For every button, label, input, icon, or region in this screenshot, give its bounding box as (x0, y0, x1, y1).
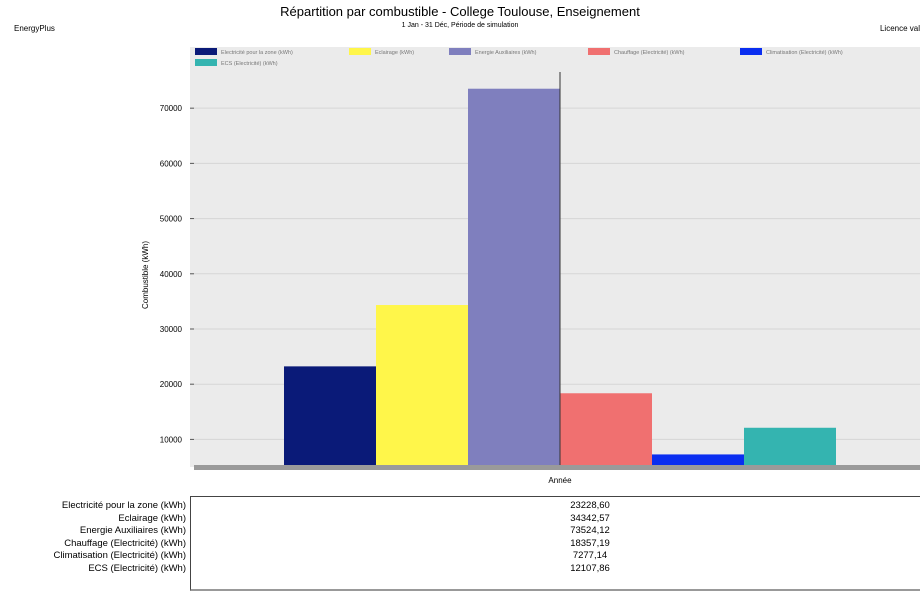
row-value: 34342,57 (570, 512, 610, 524)
values-table-frame (190, 496, 920, 591)
row-label: Electricité pour la zone (kWh) (61, 500, 186, 511)
chart-title: Répartition par combustible - College To… (280, 4, 640, 19)
row-label: Chauffage (Electricité) (kWh) (64, 537, 186, 549)
row-value: 7277,14 (572, 550, 608, 561)
row-value: 73524,12 (570, 525, 610, 536)
legend-swatch (195, 48, 217, 55)
legend-label: Energie Auxiliaires (kWh) (475, 50, 537, 56)
legend-label: ECS (Electricité) (kWh) (221, 61, 278, 67)
row-label: Eclairage (kWh) (118, 512, 186, 524)
legend-swatch (740, 48, 762, 55)
legend-swatch (349, 48, 371, 55)
table-row: Eclairage (kWh) 34342,57 (0, 513, 920, 524)
legend-label: Eclairage (kWh) (375, 50, 414, 56)
row-label: Energie Auxiliaires (kWh) (79, 525, 186, 536)
license-text: Licence val (879, 24, 920, 33)
bar (744, 427, 836, 467)
legend-swatch (449, 48, 471, 55)
y-tick-label: 60000 (160, 159, 183, 168)
legend: Electricité pour la zone (kWh) Eclairage … (195, 48, 843, 67)
legend-label: Climatisation (Electricité) (kWh) (766, 50, 843, 56)
row-label: Climatisation (Electricité) (kWh) (53, 550, 187, 561)
legend-swatch (195, 59, 217, 66)
legend-label: Chauffage (Electricité) (kWh) (614, 50, 685, 56)
legend-swatch (588, 48, 610, 55)
table-row: Climatisation (Electricité) (kWh) 7277,14 (0, 550, 920, 561)
table-row: Energie Auxiliaires (kWh) 73524,12 (0, 525, 920, 536)
y-tick-label: 10000 (160, 435, 183, 444)
table-row: ECS (Electricité) (kWh) 12107,86 (0, 563, 920, 574)
bar-layer (284, 88, 836, 467)
y-axis-label: Combustible (kWh) (141, 241, 150, 309)
y-tick-label: 20000 (160, 380, 183, 389)
y-tick-label: 30000 (160, 325, 183, 334)
bar (468, 88, 560, 467)
x-axis-label: Année (548, 476, 572, 485)
table-row: Electricité pour la zone (kWh) 23228,60 (0, 500, 920, 511)
chart-subtitle: 1 Jan - 31 Déc, Période de simulation (401, 22, 519, 29)
bar (284, 366, 376, 467)
y-tick-label: 70000 (160, 104, 183, 113)
row-label: ECS (Electricité) (kWh) (88, 562, 186, 574)
app-name: EnergyPlus (14, 24, 55, 33)
y-tick-label: 50000 (160, 215, 183, 224)
row-value: 23228,60 (570, 500, 610, 511)
bar (652, 454, 744, 467)
chart-canvas: 10000 20000 30000 40000 50000 60000 70000 Elec… (141, 47, 920, 485)
bar (376, 305, 468, 467)
x-axis-band (194, 465, 920, 470)
table-row: Chauffage (Electricité) (kWh) 18357,19 (0, 538, 920, 549)
y-tick-label: 40000 (160, 270, 183, 279)
tick-layer: 10000 20000 30000 40000 50000 60000 70000 (160, 104, 194, 444)
row-value: 18357,19 (570, 537, 610, 549)
row-value: 12107,86 (570, 562, 610, 574)
bar (560, 393, 652, 467)
legend-label: Electricité pour la zone (kWh) (221, 50, 293, 56)
